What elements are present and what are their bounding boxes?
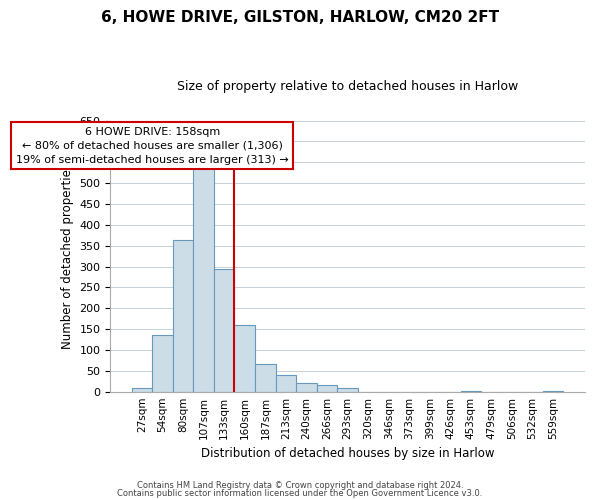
Bar (317, 386, 337, 392)
Bar (131, 388, 152, 392)
Text: Contains public sector information licensed under the Open Government Licence v3: Contains public sector information licen… (118, 488, 482, 498)
Bar (461, 391, 481, 392)
Text: Contains HM Land Registry data © Crown copyright and database right 2024.: Contains HM Land Registry data © Crown c… (137, 481, 463, 490)
Bar (337, 388, 358, 392)
Text: 6, HOWE DRIVE, GILSTON, HARLOW, CM20 2FT: 6, HOWE DRIVE, GILSTON, HARLOW, CM20 2FT (101, 10, 499, 25)
Bar (296, 382, 317, 392)
Bar (255, 364, 275, 392)
Text: 6 HOWE DRIVE: 158sqm
← 80% of detached houses are smaller (1,306)
19% of semi-de: 6 HOWE DRIVE: 158sqm ← 80% of detached h… (16, 127, 289, 165)
Bar (275, 375, 296, 392)
Bar (193, 168, 214, 392)
Bar (173, 240, 193, 392)
Bar (214, 268, 235, 392)
Bar (543, 391, 563, 392)
Y-axis label: Number of detached properties: Number of detached properties (61, 163, 74, 349)
Title: Size of property relative to detached houses in Harlow: Size of property relative to detached ho… (177, 80, 518, 93)
Bar (235, 325, 255, 392)
X-axis label: Distribution of detached houses by size in Harlow: Distribution of detached houses by size … (201, 447, 494, 460)
Bar (152, 334, 173, 392)
